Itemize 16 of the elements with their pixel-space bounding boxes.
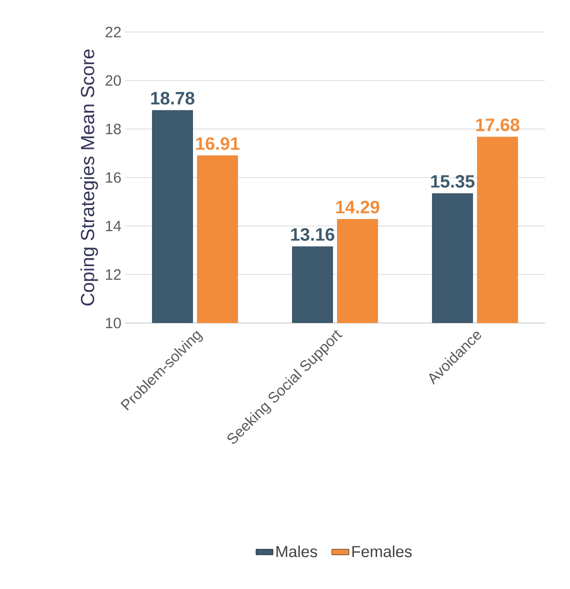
y-axis-title: Coping Strategies Mean Score — [80, 49, 98, 306]
y-tick-label: 20 — [106, 75, 121, 86]
data-label: 14.29 — [336, 200, 380, 214]
y-tick-label: 14 — [106, 220, 122, 232]
data-label: 15.35 — [431, 175, 474, 188]
data-label: 17.68 — [476, 118, 520, 132]
legend-label: Males — [276, 546, 318, 558]
data-label: 16.91 — [196, 137, 240, 150]
y-tick-label: 16 — [106, 172, 121, 183]
y-tick-label: 22 — [106, 26, 121, 38]
y-tick-label: 12 — [106, 269, 121, 280]
data-label: 13.16 — [291, 228, 334, 241]
y-tick-label: 18 — [106, 124, 121, 134]
data-label: 18.78 — [151, 92, 194, 105]
y-tick-label: 10 — [106, 318, 121, 328]
legend-label: Females — [352, 546, 412, 558]
